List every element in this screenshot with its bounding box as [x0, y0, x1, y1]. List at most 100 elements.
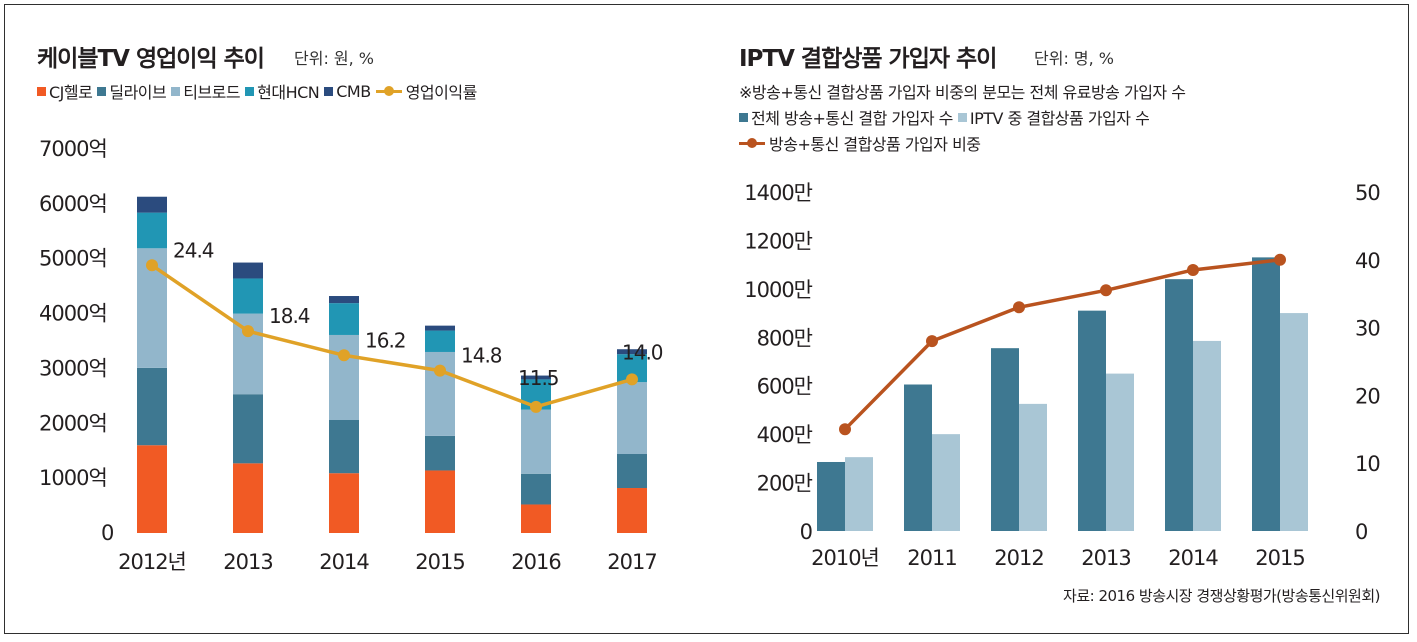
bar-cj헬로-4	[521, 504, 551, 533]
legend-label: 방송+통신 결합상품 가입자 비중	[769, 135, 981, 154]
bar-티브로드-4	[521, 409, 551, 474]
bar-딜라이브-4	[521, 473, 551, 505]
legend-swatch	[97, 86, 107, 96]
left-chart-unit: 단위: 원, %	[294, 49, 375, 68]
y-tick-label: 6000억	[39, 192, 107, 216]
data-label-operating-margin: 11.5	[518, 366, 559, 390]
legend-item-right-2: 방송+통신 결합상품 가입자 비중	[739, 131, 981, 155]
legend-item-left-2: 티브로드	[171, 79, 241, 103]
line-bundle-share	[843, 258, 1281, 431]
legend-item-left-3: 현대HCN	[245, 79, 320, 103]
bar-iptv-bundle-2	[1019, 403, 1047, 531]
x-tick-label: 2015	[1255, 546, 1304, 570]
legend-item-right-1: IPTV 중 결합상품 가입자 수	[957, 105, 1150, 129]
point-operating-margin-4	[530, 400, 542, 413]
line-operating-margin	[151, 263, 633, 409]
legend-label: 전체 방송+통신 결합 가입자 수	[751, 109, 953, 128]
y-tick-label: 0	[101, 521, 113, 545]
y-tick-label-left: 1200만	[744, 229, 812, 253]
bar-cj헬로-0	[137, 445, 167, 533]
right-chart-note: ※방송+통신 결합상품 가입자 비중의 분모는 전체 유료방송 가입자 수	[739, 83, 1186, 102]
bar-cmb-5	[617, 349, 647, 355]
bar-딜라이브-2	[329, 419, 359, 474]
x-tick-label: 2017	[607, 550, 656, 574]
legend-item-left-4: CMB	[324, 81, 371, 101]
y-tick-label-left: 0	[800, 520, 812, 544]
bar-현대hcn-2	[329, 303, 359, 335]
legend-swatch	[324, 86, 334, 96]
x-tick-label: 2011	[907, 546, 956, 570]
bar-현대hcn-0	[137, 212, 167, 249]
y-tick-label: 4000억	[39, 302, 107, 326]
x-tick-label: 2015	[415, 550, 464, 574]
point-bundle-share-1	[926, 335, 938, 348]
right-chart-legend-row-1: 전체 방송+통신 결합 가입자 수 IPTV 중 결합상품 가입자 수	[739, 105, 1154, 129]
bar-cj헬로-1	[233, 463, 263, 533]
bar-cj헬로-3	[425, 470, 455, 533]
bar-cj헬로-5	[617, 488, 647, 533]
legend-item-left-0: CJ헬로	[37, 79, 93, 103]
legend-label: 딜라이브	[109, 83, 167, 102]
legend-label: 현대HCN	[257, 83, 320, 102]
legend-swatch	[739, 112, 748, 122]
y-tick-label-right: 0	[1355, 520, 1367, 544]
right-chart-panel: IPTV 결합상품 가입자 추이 단위: 명, % ※방송+통신 결합상품 가입…	[695, 5, 1410, 635]
y-tick-label-right: 50	[1355, 181, 1380, 205]
legend-label: CMB	[336, 81, 371, 101]
y-tick-label: 1000억	[39, 466, 107, 490]
legend-swatch	[171, 86, 181, 96]
y-tick-label: 2000억	[39, 411, 107, 435]
left-chart-legend: CJ헬로 딜라이브 티브로드 현대HCN CMB 영업이익률	[37, 79, 482, 103]
bar-total-bundle-3	[1078, 310, 1106, 531]
bar-딜라이브-5	[617, 454, 647, 489]
point-bundle-share-0	[839, 423, 851, 436]
bar-cmb-1	[233, 262, 263, 279]
x-tick-label: 2012년	[118, 550, 186, 574]
bar-total-bundle-5	[1252, 257, 1280, 531]
point-bundle-share-5	[1274, 253, 1286, 266]
y-tick-label-left: 600만	[757, 375, 813, 399]
point-bundle-share-4	[1187, 263, 1199, 276]
y-tick-label-left: 400만	[757, 423, 813, 447]
point-operating-margin-1	[242, 325, 254, 338]
legend-swatch	[245, 86, 255, 96]
data-label-operating-margin: 14.8	[461, 344, 502, 368]
bar-딜라이브-3	[425, 435, 455, 471]
legend-item-left-1: 딜라이브	[97, 79, 167, 103]
data-label-operating-margin: 14.0	[622, 340, 663, 364]
legend-label: 영업이익률	[405, 83, 478, 102]
point-operating-margin-3	[434, 364, 446, 377]
bar-total-bundle-2	[991, 348, 1019, 531]
legend-item-right-0: 전체 방송+통신 결합 가입자 수	[739, 105, 953, 129]
bar-티브로드-2	[329, 334, 359, 420]
bar-iptv-bundle-3	[1106, 373, 1134, 531]
bar-total-bundle-4	[1165, 279, 1193, 531]
y-tick-label-left: 200만	[757, 472, 813, 496]
y-tick-label: 3000억	[39, 356, 107, 380]
x-tick-label: 2014	[1168, 546, 1218, 570]
bar-cmb-4	[521, 375, 551, 380]
x-tick-label: 2016	[511, 550, 561, 574]
legend-swatch	[957, 112, 967, 122]
right-chart-unit: 단위: 명, %	[1034, 49, 1115, 68]
legend-label: IPTV 중 결합상품 가입자 수	[969, 109, 1150, 128]
legend-item-left-5: 영업이익률	[375, 79, 478, 103]
bar-iptv-bundle-4	[1193, 340, 1221, 531]
legend-label: 티브로드	[183, 83, 241, 102]
bar-딜라이브-0	[137, 367, 167, 446]
bar-cj헬로-2	[329, 473, 359, 533]
y-tick-label-right: 20	[1355, 384, 1380, 408]
point-operating-margin-5	[626, 373, 638, 386]
y-tick-label: 5000억	[39, 247, 107, 271]
legend-label: CJ헬로	[49, 83, 93, 102]
bar-현대hcn-3	[425, 330, 455, 352]
bar-total-bundle-0	[817, 461, 845, 531]
bar-cmb-0	[137, 196, 167, 213]
bar-iptv-bundle-0	[845, 457, 873, 531]
point-bundle-share-2	[1013, 301, 1025, 314]
left-chart-panel: 케이블TV 영업이익 추이 단위: 원, % CJ헬로 딜라이브 티브로드 현대HCN…	[5, 5, 695, 635]
y-tick-label-right: 30	[1355, 317, 1380, 341]
y-tick-label-left: 1400만	[744, 181, 812, 205]
point-operating-margin-0	[146, 259, 158, 272]
right-chart-plot: 0 200만 400만 600만 800만 1000만 1200만 1400만 0 10 20 30 4…	[744, 181, 1381, 570]
